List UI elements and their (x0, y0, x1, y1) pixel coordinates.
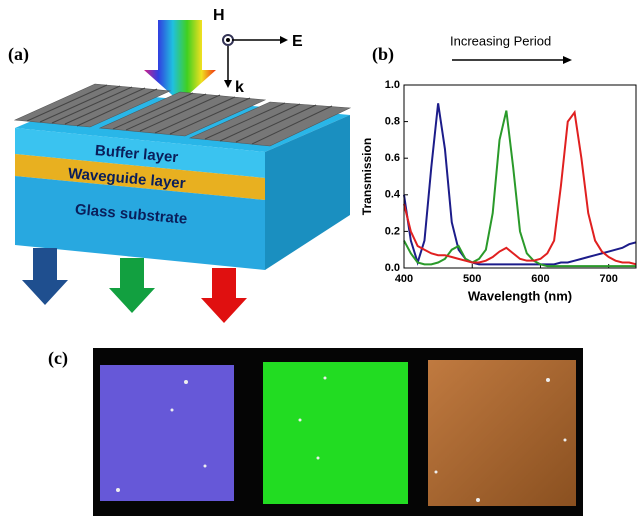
red-out-arrow (201, 268, 247, 323)
orange-sample (428, 360, 576, 506)
y-tick-label: 1.0 (385, 79, 400, 91)
y-tick-label: 0.4 (385, 189, 401, 201)
panel-label: (b) (372, 44, 394, 65)
blue-sample (100, 365, 234, 501)
h-field-dot-center (226, 38, 230, 42)
blue-out-arrow (22, 248, 68, 305)
e-arrow-head (280, 36, 288, 44)
annotation-arrow-head (563, 56, 572, 64)
x-tick-label: 600 (531, 273, 549, 285)
y-tick-label: 0.8 (385, 116, 400, 128)
x-tick-label: 500 (463, 273, 481, 285)
figure: (a) H E k Buffer layer Waveguide layer G… (0, 0, 638, 518)
panel-label: (c) (48, 348, 68, 369)
x-tick-label: 400 (395, 273, 413, 285)
transmission-line (404, 111, 636, 267)
k-label: k (235, 79, 244, 96)
k-arrow-head (224, 80, 232, 88)
y-tick-label: 0.2 (385, 225, 400, 237)
h-label: H (213, 7, 225, 24)
green-sample (263, 362, 408, 504)
x-tick-label: 700 (600, 273, 618, 285)
annotation: Increasing Period (450, 33, 551, 48)
y-tick-label: 0.6 (385, 152, 400, 164)
transmission-line (404, 103, 636, 264)
panel-label: (a) (8, 44, 29, 65)
x-axis-label: Wavelength (nm) (468, 288, 572, 303)
green-out-arrow (109, 258, 155, 313)
y-axis-label: Transmission (360, 138, 374, 215)
e-label: E (292, 33, 303, 50)
transmission-line (404, 112, 636, 264)
